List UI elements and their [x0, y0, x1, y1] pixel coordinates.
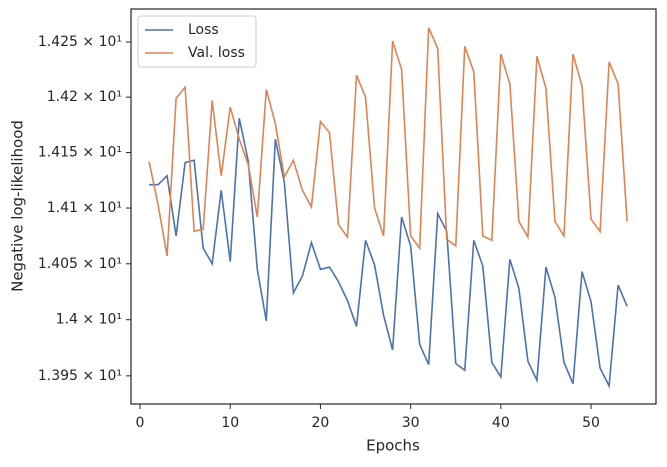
x-tick-label: 10: [221, 415, 239, 431]
x-tick-label: 30: [402, 415, 420, 431]
y-tick-label: 1.425 × 10¹: [38, 34, 122, 50]
y-tick-label: 1.415 × 10¹: [38, 144, 122, 160]
series-line: [148, 27, 628, 257]
x-axis-label: Epochs: [366, 437, 420, 455]
y-axis-label: Negative log-likelihood: [9, 120, 27, 292]
plot-frame: [130, 8, 657, 405]
y-tick-label: 1.395 × 10¹: [38, 368, 122, 384]
x-tick-label: 50: [582, 415, 600, 431]
y-tick-label: 1.4 × 10¹: [56, 312, 122, 328]
y-tick-label: 1.405 × 10¹: [38, 256, 122, 272]
y-tick-label: 1.41 × 10¹: [47, 200, 122, 216]
series-line: [149, 117, 628, 389]
legend-label: Loss: [188, 22, 219, 38]
x-tick-label: 40: [492, 415, 510, 431]
x-tick-label: 0: [136, 415, 145, 431]
y-tick-label: 1.42 × 10¹: [47, 89, 122, 105]
legend-label: Val. loss: [188, 45, 245, 61]
x-tick-label: 20: [312, 415, 330, 431]
legend-box: [137, 15, 257, 68]
